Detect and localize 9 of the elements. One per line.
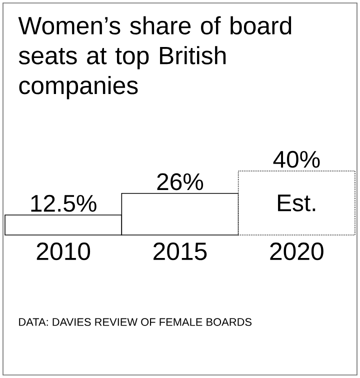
data-label: 12.5% (31, 194, 96, 212)
data-label: 40% (273, 150, 320, 168)
x-tick-label: 2020 (270, 242, 324, 260)
data-label: 26% (157, 173, 204, 190)
text: DATA: DAVIES REVIEW OF FEMALE BOARDS (19, 318, 252, 326)
x-tick-label: 2010 (36, 242, 90, 260)
chart-title: Women’s share of board seats at top British companies (18, 16, 292, 100)
annotation: Est. (278, 194, 316, 212)
x-tick-label: 2015 (154, 242, 207, 260)
